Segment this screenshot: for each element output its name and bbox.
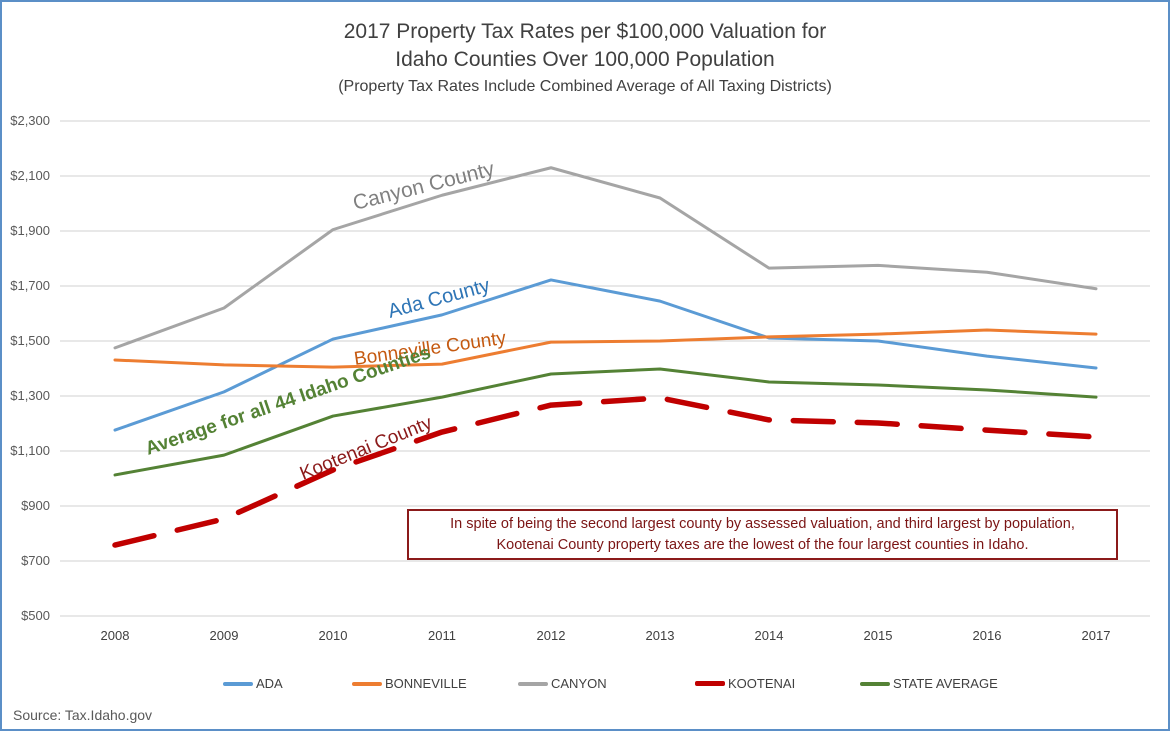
- legend-label: ADA: [256, 676, 283, 691]
- y-tick-label: $900: [21, 498, 50, 513]
- legend-item-canyon: CANYON: [518, 676, 607, 691]
- y-tick-label: $1,900: [10, 223, 50, 238]
- legend-label: BONNEVILLE: [385, 676, 467, 691]
- legend-label: KOOTENAI: [728, 676, 796, 691]
- chart-subtitle: (Property Tax Rates Include Combined Ave…: [338, 78, 832, 95]
- y-tick-label: $2,300: [10, 113, 50, 128]
- y-tick-label: $1,300: [10, 388, 50, 403]
- legend-swatch: [518, 681, 548, 686]
- chart-title: 2017 Property Tax Rates per $100,000 Val…: [343, 20, 827, 43]
- legend-item-bonneville: BONNEVILLE: [352, 676, 467, 691]
- legend-item-ada: ADA: [223, 676, 283, 691]
- x-tick-label: 2016: [973, 628, 1002, 643]
- series-line-kootenai: [112, 395, 1099, 548]
- y-axis-ticks: $500 $700 $900 $1,100 $1,300 $1,500 $1,700 $1,9…: [10, 113, 50, 623]
- series-line-bonneville: [113, 328, 1098, 369]
- legend-swatch: [860, 681, 890, 686]
- x-tick-label: 2011: [428, 628, 456, 643]
- x-tick-label: 2012: [537, 628, 566, 643]
- x-tick-label: 2017: [1082, 628, 1111, 643]
- series-line-state-average: [113, 367, 1098, 477]
- chart-title-line2: Idaho Counties Over 100,000 Population: [395, 48, 775, 71]
- y-tick-label: $1,100: [10, 443, 50, 458]
- series-line-canyon: [113, 166, 1098, 350]
- legend-label: STATE AVERAGE: [893, 676, 998, 691]
- legend: ADA BONNEVILLE CANYON KOOTENAI STATE AVERAGE: [0, 676, 1170, 694]
- x-tick-label: 2008: [101, 628, 130, 643]
- legend-item-kootenai: KOOTENAI: [695, 676, 795, 691]
- y-tick-label: $700: [21, 553, 50, 568]
- y-tick-label: $1,700: [10, 278, 50, 293]
- y-tick-label: $2,100: [10, 168, 50, 183]
- x-tick-label: 2010: [319, 628, 348, 643]
- legend-swatch: [223, 681, 253, 686]
- y-tick-label: $1,500: [10, 333, 50, 348]
- x-axis-ticks: 2008 2009 2010 2011 2012 2013 2014 2015 2016 2017: [101, 628, 1111, 643]
- legend-label: CANYON: [551, 676, 607, 691]
- x-tick-label: 2015: [864, 628, 893, 643]
- x-tick-label: 2009: [210, 628, 239, 643]
- source-label: Source: Tax.Idaho.gov: [13, 707, 153, 723]
- legend-item-state-average: STATE AVERAGE: [860, 676, 998, 691]
- note-line-2: Kootenai County property taxes are the l…: [496, 537, 1029, 553]
- legend-swatch: [695, 681, 725, 686]
- x-tick-label: 2014: [755, 628, 784, 643]
- x-tick-label: 2013: [646, 628, 675, 643]
- note-line-1: In spite of being the second largest cou…: [450, 516, 1075, 532]
- series-annotation: Kootenai County: [297, 412, 436, 484]
- legend-swatch: [352, 681, 382, 686]
- gridlines: [60, 120, 1150, 617]
- y-tick-label: $500: [21, 608, 50, 623]
- kootenai-note-box: In spite of being the second largest cou…: [407, 509, 1118, 560]
- series-lines: [112, 166, 1099, 548]
